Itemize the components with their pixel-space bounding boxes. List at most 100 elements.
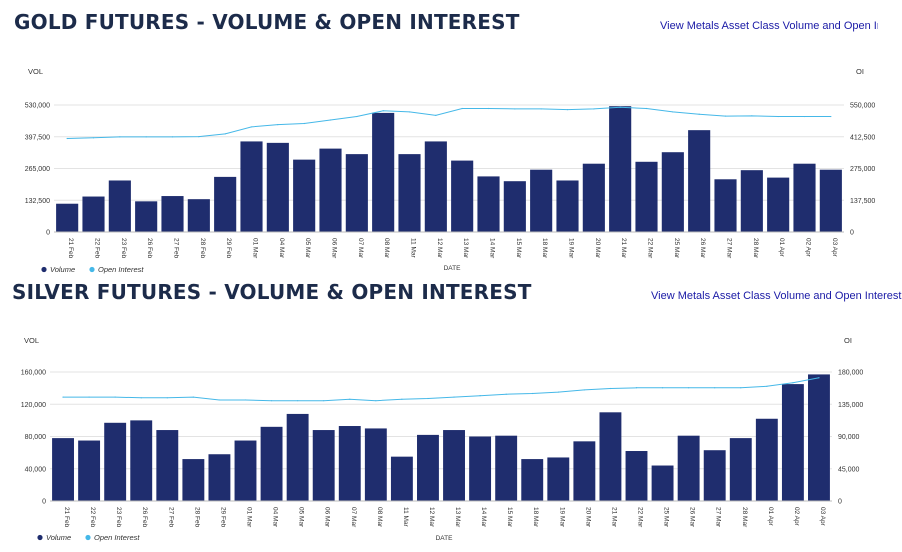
y-axis-title: VOL — [24, 336, 39, 345]
chart-title: GOLD FUTURES - VOLUME & OPEN INTEREST — [14, 10, 520, 34]
open-interest-point — [401, 398, 403, 400]
x-tick-label: 05 Mar — [304, 238, 311, 259]
open-interest-point — [557, 391, 559, 393]
open-interest-point — [487, 107, 490, 110]
open-interest-point — [349, 398, 351, 400]
y-axis-title: VOL — [28, 67, 43, 76]
y2-tick-label: 135,000 — [838, 402, 863, 409]
view-metals-link[interactable]: View Metals Asset Class Volume and Open … — [660, 20, 878, 32]
open-interest-point — [645, 107, 648, 110]
open-interest-line — [63, 377, 820, 402]
gold-futures-panel: GOLD FUTURES - VOLUME & OPEN INTEREST Vi… — [14, 10, 878, 274]
y2-tick-label: 45,000 — [838, 466, 860, 473]
volume-bar — [390, 456, 413, 501]
volume-bar — [443, 430, 465, 501]
legend-volume-label: Volume — [50, 265, 75, 274]
x-tick-label: 28 Feb — [193, 507, 200, 528]
chart-title: SILVER FUTURES - VOLUME & OPEN INTEREST — [12, 280, 532, 304]
open-interest-point — [356, 115, 358, 118]
x-tick-label: 05 Mar — [298, 507, 305, 528]
y-tick-label: 160,000 — [21, 370, 46, 377]
x-tick-label: 27 Feb — [173, 238, 180, 259]
open-interest-point — [323, 400, 325, 402]
x-tick-label: 21 Mar — [620, 238, 627, 259]
volume-bar — [234, 440, 257, 501]
open-interest-point — [114, 396, 116, 398]
legend-oi-marker — [85, 534, 91, 541]
open-interest-point — [303, 122, 305, 125]
y2-tick-label: 0 — [850, 230, 854, 237]
open-interest-point — [244, 399, 247, 401]
y2-tick-label: 550,000 — [850, 103, 875, 110]
x-tick-label: 07 Mar — [357, 238, 364, 259]
volume-bar — [417, 434, 439, 501]
x-tick-label: 11 Mar — [410, 238, 417, 259]
x-tick-label: 13 Mar — [454, 507, 461, 528]
y2-tick-label: 137,500 — [850, 198, 875, 205]
volume-bar — [78, 440, 101, 501]
open-interest-point — [583, 389, 585, 391]
volume-bar — [530, 169, 553, 232]
y2-tick-label: 412,500 — [850, 134, 875, 141]
x-tick-label: 22 Mar — [637, 507, 644, 528]
silver-volume-oi-chart: VOL OI 0 40,000 80,000 120,000 160,000 0 45,000 9… — [21, 336, 864, 542]
volume-bar — [503, 181, 526, 232]
volume-bar — [740, 170, 763, 232]
volume-bar — [573, 441, 596, 501]
x-tick-label: 06 Mar — [331, 238, 338, 259]
open-interest-point — [435, 114, 437, 116]
x-tick-label: 01 Mar — [252, 238, 259, 259]
x-tick-label: 07 Mar — [350, 507, 357, 528]
y2-tick-label: 90,000 — [838, 434, 860, 441]
open-interest-point — [198, 136, 200, 138]
volume-bar — [793, 163, 816, 232]
x-tick-label: 01 Mar — [246, 507, 253, 528]
open-interest-point — [119, 136, 121, 138]
open-interest-point — [297, 400, 299, 402]
x-tick-label: 19 Mar — [558, 507, 565, 528]
volume-bar — [451, 160, 474, 232]
open-interest-point — [270, 400, 273, 402]
volume-bar — [187, 199, 210, 232]
volume-bar — [755, 418, 778, 501]
x-tick-label: 01 Apr — [778, 238, 785, 258]
y-tick-label: 80,000 — [25, 434, 47, 441]
x-tick-label: 02 Apr — [805, 238, 812, 258]
volume-bar — [372, 112, 395, 232]
volume-bar — [477, 176, 500, 232]
y-tick-label: 265,000 — [25, 166, 50, 173]
volume-bar — [161, 196, 184, 232]
open-interest-point — [740, 387, 742, 389]
volume-bar — [651, 465, 674, 501]
y2-tick-label: 0 — [838, 499, 842, 506]
volume-bar — [714, 179, 737, 232]
x-tick-label: 20 Mar — [594, 238, 601, 259]
open-interest-point — [329, 119, 332, 121]
volume-bar — [819, 169, 842, 232]
x-tick-label: 15 Mar — [515, 238, 522, 259]
open-interest-point — [688, 387, 690, 389]
y-tick-label: 530,000 — [25, 103, 50, 110]
view-metals-link[interactable]: View Metals Asset Class Volume and Open … — [651, 290, 902, 302]
x-tick-label: 25 Mar — [673, 238, 680, 259]
x-tick-label: 03 Apr — [831, 238, 838, 258]
x-tick-label: 27 Mar — [715, 507, 722, 528]
open-interest-point — [566, 109, 569, 111]
x-tick-label: 26 Mar — [699, 238, 706, 259]
open-interest-point — [531, 392, 533, 395]
y-tick-label: 0 — [42, 499, 46, 506]
y2-tick-label: 180,000 — [838, 370, 863, 377]
open-interest-point — [593, 108, 595, 110]
x-tick-label: 27 Feb — [167, 507, 174, 528]
x-tick-label: 03 Apr — [819, 507, 826, 527]
x-tick-label: 29 Feb — [219, 507, 226, 528]
open-interest-point — [830, 115, 832, 118]
legend-volume-marker — [41, 266, 47, 273]
volume-bar — [495, 435, 518, 501]
x-tick-label: 08 Mar — [383, 238, 390, 259]
x-tick-label: 12 Mar — [428, 507, 435, 528]
y-tick-label: 40,000 — [25, 466, 47, 473]
open-interest-line — [67, 106, 831, 139]
open-interest-point — [609, 387, 612, 390]
volume-bar — [635, 161, 658, 232]
